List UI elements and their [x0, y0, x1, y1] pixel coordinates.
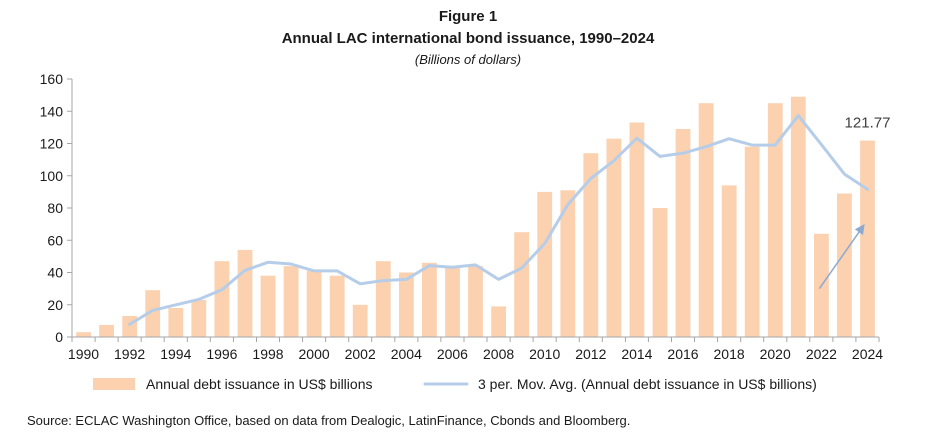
y-tick-label-40: 40 — [47, 265, 63, 281]
x-tick-label-1996: 1996 — [206, 346, 237, 362]
bar-2023 — [837, 193, 852, 337]
x-tick-label-2012: 2012 — [575, 346, 606, 362]
bar-2008 — [491, 306, 506, 337]
bar-2021 — [790, 96, 806, 337]
moving-average-line — [128, 114, 869, 326]
legend: Annual debt issuance in US$ billions 3 pe… — [93, 376, 817, 392]
y-tick-label-120: 120 — [40, 136, 64, 152]
annotations: 121.77 — [818, 115, 891, 290]
bar-1997 — [237, 249, 253, 337]
annotation-label: 121.77 — [845, 115, 891, 132]
legend-label-line: 3 per. Mov. Avg. (Annual debt issuance i… — [478, 376, 817, 392]
bar-1991 — [99, 324, 114, 337]
bar-2007 — [468, 266, 483, 337]
legend-label-bars: Annual debt issuance in US$ billions — [146, 376, 372, 392]
chart-title: Annual LAC international bond issuance, … — [281, 30, 655, 47]
x-tick-label-2016: 2016 — [667, 346, 698, 362]
bar-1993 — [145, 290, 161, 337]
bar-2018 — [721, 185, 737, 337]
bar-1998 — [260, 275, 276, 337]
x-tick-label-1990: 1990 — [68, 346, 99, 362]
legend-swatch-bars — [93, 378, 135, 390]
bar-2006 — [445, 266, 460, 337]
x-tick-label-2004: 2004 — [391, 346, 422, 362]
bar-1996 — [214, 261, 230, 337]
chart-subtitle: (Billions of dollars) — [414, 52, 522, 67]
y-tick-label-60: 60 — [47, 232, 63, 248]
bar-1990 — [76, 332, 91, 337]
bar-2002 — [352, 304, 368, 338]
bar-1999 — [283, 266, 299, 337]
x-tick-label-2008: 2008 — [483, 346, 514, 362]
y-tick-label-0: 0 — [55, 329, 63, 345]
bar-2020 — [767, 103, 783, 337]
bar-2024 — [860, 140, 875, 337]
x-tick-label-2022: 2022 — [806, 346, 837, 362]
axes: 0 20 40 60 80 100 120 140 160 1990 1992 1994 1996 199… — [40, 71, 884, 362]
bar-2012 — [583, 153, 599, 337]
bar-2017 — [698, 103, 714, 337]
y-tick-label-140: 140 — [40, 103, 64, 119]
x-tick-label-2000: 2000 — [299, 346, 330, 362]
bar-2013 — [606, 138, 622, 337]
x-tick-label-1992: 1992 — [114, 346, 145, 362]
x-tick-label-2002: 2002 — [345, 346, 376, 362]
y-tick-label-160: 160 — [40, 71, 64, 87]
bar-2005 — [422, 262, 437, 337]
bar-2004 — [399, 272, 414, 337]
bar-2011 — [560, 190, 576, 337]
y-tick-label-100: 100 — [40, 168, 64, 184]
x-tick-label-2024: 2024 — [852, 346, 883, 362]
x-tick-label-1998: 1998 — [252, 346, 283, 362]
bar-2003 — [375, 261, 391, 337]
x-tick-label-2006: 2006 — [437, 346, 468, 362]
bar-2019 — [744, 146, 760, 337]
bar-2016 — [675, 129, 691, 337]
bar-2010 — [537, 191, 553, 337]
y-tick-label-80: 80 — [47, 200, 63, 216]
bar-1995 — [191, 299, 207, 337]
moving-average-series — [128, 114, 869, 326]
bar-series — [76, 96, 875, 338]
bar-2001 — [329, 275, 345, 337]
bar-2009 — [514, 232, 529, 337]
bar-2000 — [306, 270, 322, 337]
bar-2015 — [652, 208, 668, 337]
bar-1992 — [122, 316, 138, 337]
figure-label: Figure 1 — [438, 8, 498, 25]
bar-2014 — [629, 122, 645, 337]
bar-1994 — [168, 308, 184, 337]
x-tick-label-2014: 2014 — [621, 346, 652, 362]
y-tick-label-20: 20 — [47, 297, 63, 313]
x-tick-label-2020: 2020 — [760, 346, 791, 362]
source-note: Source: ECLAC Washington Office, based o… — [27, 413, 631, 428]
x-tick-label-1994: 1994 — [160, 346, 191, 362]
annotation-arrow — [818, 224, 865, 290]
x-tick-label-2010: 2010 — [529, 346, 560, 362]
x-tick-label-2018: 2018 — [714, 346, 745, 362]
